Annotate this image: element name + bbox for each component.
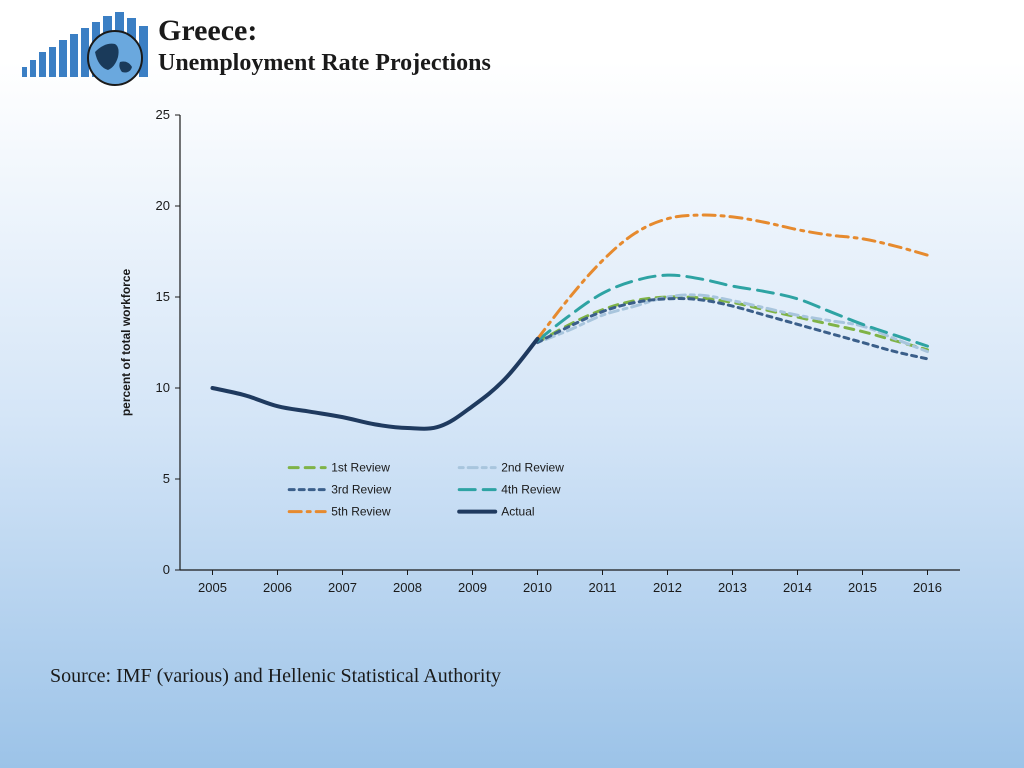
svg-text:10: 10 xyxy=(156,380,170,395)
logo-icon xyxy=(20,12,150,87)
svg-text:2005: 2005 xyxy=(198,580,227,595)
series-line xyxy=(213,339,538,429)
svg-text:2007: 2007 xyxy=(328,580,357,595)
svg-text:20: 20 xyxy=(156,198,170,213)
svg-text:2nd Review: 2nd Review xyxy=(501,461,564,475)
svg-text:1st Review: 1st Review xyxy=(331,461,390,475)
source-text: Source: IMF (various) and Hellenic Stati… xyxy=(50,665,501,688)
svg-text:percent of total workforce: percent of total workforce xyxy=(119,268,133,416)
svg-text:2013: 2013 xyxy=(718,580,747,595)
svg-text:5: 5 xyxy=(163,471,170,486)
svg-text:2010: 2010 xyxy=(523,580,552,595)
chart: 0 5 10 15 20 25 2005 2006 2007 2008 2009 2010 2011 20… xyxy=(100,105,970,615)
series-line xyxy=(538,299,928,359)
page-subtitle: Unemployment Rate Projections xyxy=(158,50,491,77)
svg-text:25: 25 xyxy=(156,107,170,122)
svg-text:3rd Review: 3rd Review xyxy=(331,483,391,497)
svg-text:15: 15 xyxy=(156,289,170,304)
title-block: Greece: Unemployment Rate Projections xyxy=(158,14,491,77)
svg-text:4th Review: 4th Review xyxy=(501,483,561,497)
svg-text:Actual: Actual xyxy=(501,505,534,519)
svg-text:0: 0 xyxy=(163,562,170,577)
svg-text:2014: 2014 xyxy=(783,580,812,595)
svg-text:2009: 2009 xyxy=(458,580,487,595)
svg-text:2015: 2015 xyxy=(848,580,877,595)
svg-text:5th Review: 5th Review xyxy=(331,505,391,519)
svg-text:2008: 2008 xyxy=(393,580,422,595)
svg-text:2016: 2016 xyxy=(913,580,942,595)
page-title: Greece: xyxy=(158,14,491,48)
series-line xyxy=(538,215,928,339)
header: Greece: Unemployment Rate Projections xyxy=(20,12,491,87)
svg-text:2011: 2011 xyxy=(589,580,617,595)
svg-text:2006: 2006 xyxy=(263,580,292,595)
svg-text:2012: 2012 xyxy=(653,580,682,595)
